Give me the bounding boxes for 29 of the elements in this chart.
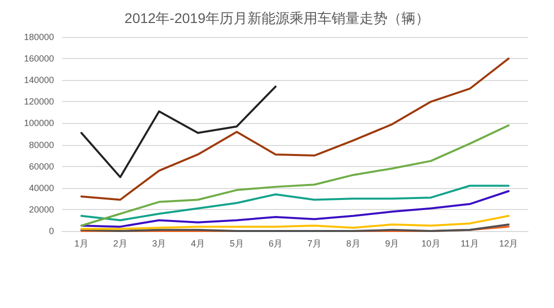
y-tick-label: 100000 xyxy=(24,118,54,128)
y-tick-label: 120000 xyxy=(24,96,54,107)
chart-title: 2012年-2019年历月新能源乘用车销量走势（辆） xyxy=(124,10,430,26)
x-tick-label: 8月 xyxy=(346,238,360,248)
line-series xyxy=(80,124,510,227)
y-tick-label: 60000 xyxy=(28,161,54,172)
y-tick-label: 0 xyxy=(48,226,54,236)
y-tick-label: 180000 xyxy=(24,32,54,42)
y-tick-label: 20000 xyxy=(28,204,54,214)
line-series xyxy=(80,184,510,222)
line-series xyxy=(80,214,510,230)
x-tick-label: 7月 xyxy=(307,238,322,248)
x-tick-label: 5月 xyxy=(230,238,244,248)
x-tick-label: 3月 xyxy=(152,238,166,248)
x-tick-label: 1月 xyxy=(74,238,88,248)
line-series xyxy=(80,86,277,178)
x-tick-label: 2月 xyxy=(113,238,128,248)
y-tick-label: 80000 xyxy=(28,140,54,150)
x-tick-label: 9月 xyxy=(385,238,400,248)
y-tick-label: 160000 xyxy=(24,54,54,64)
y-tick-label: 140000 xyxy=(24,75,54,86)
x-tick-label: 12月 xyxy=(499,238,518,248)
x-tick-label: 11月 xyxy=(460,238,479,248)
line-series xyxy=(80,58,510,201)
x-tick-label: 10月 xyxy=(421,238,440,248)
x-tick-label: 4月 xyxy=(190,238,205,248)
line-series xyxy=(80,190,510,228)
x-tick-label: 6月 xyxy=(268,238,283,248)
y-tick-label: 40000 xyxy=(28,182,54,193)
